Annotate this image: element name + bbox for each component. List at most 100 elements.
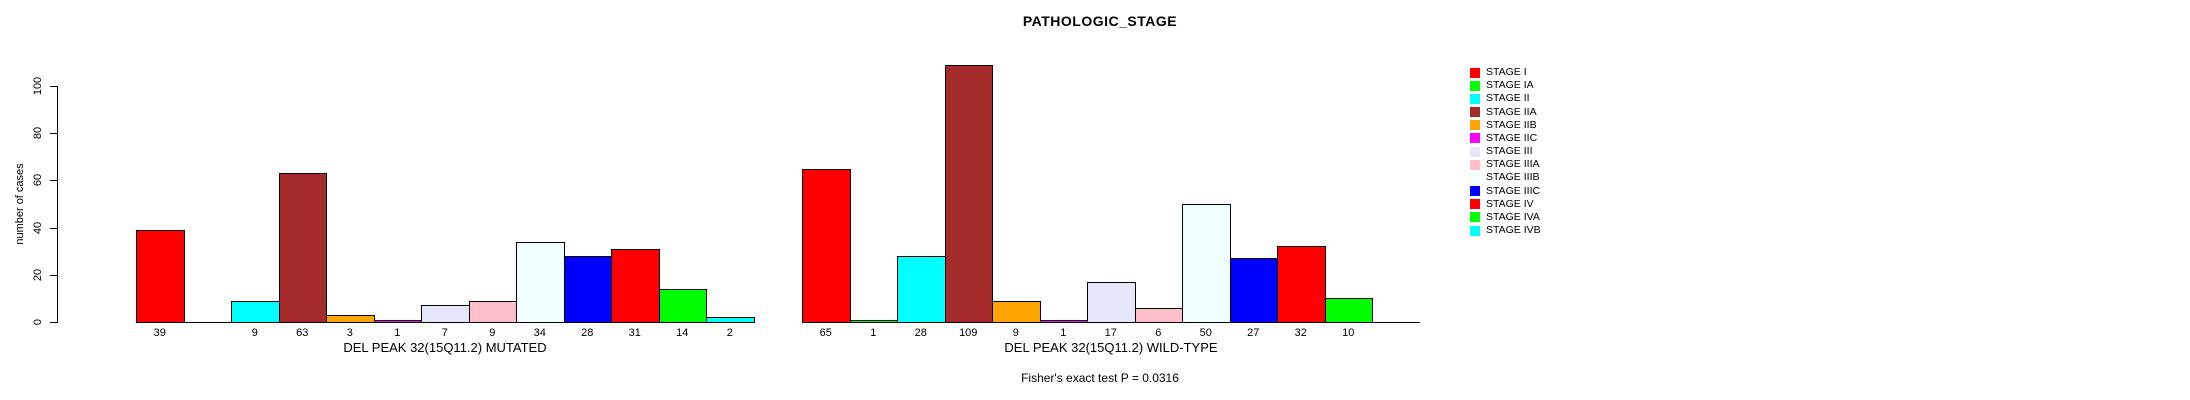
legend-row: STAGE IIIA (1470, 159, 1539, 170)
y-axis-tick-label: 80 (32, 127, 44, 140)
bar-value-label: 17 (1104, 327, 1117, 339)
legend-row: STAGE IVB (1470, 225, 1541, 236)
y-axis-tick (50, 133, 57, 135)
bar-value-label: 14 (676, 327, 689, 339)
bar-value-label: 39 (153, 327, 166, 339)
y-axis-line (57, 86, 58, 323)
bar-value-label: 28 (914, 327, 927, 339)
x-axis-label-mutated: DEL PEAK 32(15Q11.2) MUTATED (343, 340, 547, 355)
bar-value-label: 1 (1060, 327, 1067, 339)
bar-stage-iii (421, 305, 470, 323)
bar-stage-iiia (468, 301, 517, 323)
bar-value-label: 27 (1247, 327, 1260, 339)
legend-row: STAGE IIA (1470, 105, 1537, 118)
y-axis-tick-label: 0 (32, 318, 44, 326)
y-axis-tick-label: 100 (32, 76, 44, 96)
legend-row: STAGE IA (1470, 80, 1534, 91)
legend-swatch (1470, 80, 1480, 91)
bar-value-label: 9 (1012, 327, 1019, 339)
legend-row: STAGE IVA (1470, 210, 1540, 223)
legend-swatch (1470, 225, 1480, 236)
legend-swatch (1470, 107, 1480, 117)
legend-swatch (1470, 133, 1480, 144)
bar-stage-ivb (706, 317, 755, 323)
legend-swatch (1470, 212, 1480, 223)
bar-stage-iiic (563, 256, 612, 323)
bar-value-label: 10 (1342, 327, 1355, 339)
bar-stage-i (136, 230, 185, 323)
y-axis-tick (50, 180, 57, 182)
bar-value-label: 7 (441, 327, 448, 339)
legend-swatch (1470, 186, 1480, 197)
legend-swatch (1470, 159, 1480, 170)
bar-stage-iiic (1229, 258, 1278, 323)
bar-stage-iic (373, 320, 422, 323)
bar-value-label: 6 (1155, 327, 1162, 339)
bar-value-label: 65 (819, 327, 832, 339)
bar-stage-ii (897, 256, 946, 323)
bar-stage-iva (1324, 298, 1373, 323)
bar-stage-ia (849, 320, 898, 323)
bar-stage-i (802, 169, 851, 323)
legend-swatch (1470, 172, 1480, 183)
bar-stage-iib (992, 301, 1041, 323)
fisher-test-annotation: Fisher's exact test P = 0.0316 (1021, 371, 1179, 385)
bar-value-label: 34 (533, 327, 546, 339)
legend-row: STAGE I (1470, 67, 1527, 78)
legend-label: STAGE III (1486, 145, 1533, 158)
y-axis-title: number of cases (14, 163, 26, 245)
legend-label: STAGE IV (1486, 197, 1534, 210)
legend-label: STAGE I (1486, 66, 1527, 78)
bar-value-label: 109 (959, 327, 978, 339)
legend-label: STAGE IIA (1486, 105, 1537, 118)
bar-value-label: 28 (581, 327, 594, 339)
bar-stage-iv (1277, 246, 1326, 323)
legend-swatch (1470, 120, 1480, 131)
bar-value-label: 31 (628, 327, 641, 339)
bar-stage-iiib (516, 242, 565, 323)
bar-value-label: 1 (870, 327, 877, 339)
legend-label: STAGE IVA (1486, 210, 1540, 223)
bar-value-label: 50 (1199, 327, 1212, 339)
legend-row: STAGE II (1470, 93, 1530, 104)
bar-stage-iiib (1182, 204, 1231, 323)
bar-stage-iic (1039, 320, 1088, 323)
bar-stage-iia (278, 173, 327, 323)
legend-swatch (1470, 146, 1480, 157)
bar-stage-iib (326, 315, 375, 323)
bar-stage-iia (944, 65, 993, 323)
bar-stage-iiia (1134, 308, 1183, 323)
legend-row: STAGE IIIB (1470, 172, 1539, 183)
legend-label: STAGE IIIC (1486, 184, 1541, 197)
y-axis-tick-label: 60 (32, 174, 44, 187)
y-axis-tick (50, 322, 57, 323)
bar-value-label: 9 (251, 327, 258, 339)
x-axis-label-wildtype: DEL PEAK 32(15Q11.2) WILD-TYPE (1004, 340, 1218, 355)
chart-title: PATHOLOGIC_STAGE (1022, 13, 1178, 29)
legend-row: STAGE IIB (1470, 118, 1537, 131)
bar-value-label: 9 (489, 327, 496, 339)
legend-label: STAGE IVB (1486, 224, 1541, 237)
bar-value-label: 1 (394, 327, 401, 339)
legend-row: STAGE III (1470, 146, 1532, 157)
legend-swatch (1470, 93, 1480, 104)
legend-row: STAGE IV (1470, 197, 1534, 210)
legend-swatch (1470, 199, 1480, 210)
bar-stage-iv (611, 249, 660, 323)
y-axis-tick-label: 40 (32, 221, 44, 234)
legend-label: STAGE IIB (1486, 118, 1537, 131)
legend-label: STAGE II (1486, 92, 1530, 105)
legend-label: STAGE IA (1486, 79, 1534, 92)
legend-label: STAGE IIIB (1486, 171, 1540, 184)
legend-label: STAGE IIC (1486, 131, 1538, 144)
bar-value-label: 3 (346, 327, 353, 339)
bar-stage-iii (1087, 282, 1136, 323)
bar-value-label: 2 (726, 327, 733, 339)
y-axis-tick (50, 274, 57, 276)
legend-row: STAGE IIIC (1470, 184, 1541, 197)
legend-swatch (1470, 67, 1480, 78)
bar-stage-ii (231, 301, 280, 323)
legend-row: STAGE IIC (1470, 131, 1538, 144)
y-axis-tick (50, 86, 57, 87)
